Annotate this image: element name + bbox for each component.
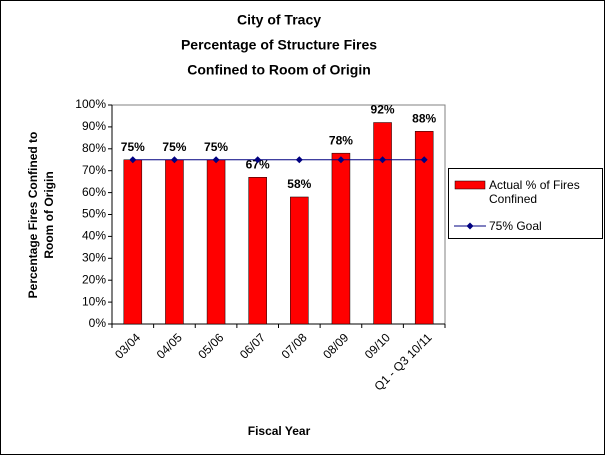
bar — [414, 131, 434, 325]
y-tick-label: 80% — [82, 141, 106, 155]
y-tick-label: 0% — [89, 316, 107, 330]
y-tick-label: 50% — [82, 207, 106, 221]
x-axis-label: Fiscal Year — [248, 424, 311, 438]
legend-swatch — [454, 222, 486, 230]
goal-marker — [254, 156, 262, 164]
bar — [123, 159, 143, 325]
goal-marker — [129, 156, 137, 164]
data-label: 67% — [246, 157, 270, 171]
data-label: 88% — [412, 111, 436, 125]
y-tick-label: 40% — [82, 229, 106, 243]
data-label: 75% — [204, 140, 228, 154]
y-tick-label: 100% — [75, 97, 106, 111]
chart-title: Confined to Room of Origin — [187, 62, 371, 78]
goal-marker — [170, 156, 178, 164]
y-tick-label: 20% — [82, 272, 106, 286]
legend-swatch-bar — [454, 180, 486, 190]
data-label: 58% — [287, 177, 311, 191]
goal-marker — [337, 156, 345, 164]
chart-title: City of Tracy — [237, 12, 321, 28]
y-tick-label: 90% — [82, 119, 106, 133]
plot-area — [111, 104, 446, 325]
y-tick-label: 60% — [82, 185, 106, 199]
bar — [206, 159, 226, 325]
goal-marker — [420, 156, 428, 164]
legend-label: Actual % of Fires Confined — [489, 178, 580, 206]
chart-title: Percentage of Structure Fires — [181, 37, 377, 53]
legend: Actual % of Fires Confined 75% Goal — [448, 168, 603, 239]
legend-swatch-marker — [466, 222, 474, 230]
data-label: 92% — [371, 103, 395, 117]
bar — [165, 159, 184, 325]
goal-marker — [212, 156, 220, 164]
bar — [290, 196, 309, 325]
goal-marker — [379, 156, 387, 164]
bar — [248, 177, 267, 325]
goal-marker — [295, 156, 303, 164]
y-axis-label: Percentage Fires Confined to — [26, 132, 40, 299]
bar — [331, 152, 351, 325]
y-tick-label: 30% — [82, 250, 106, 264]
legend-swatch — [454, 180, 486, 190]
data-label: 78% — [329, 133, 353, 147]
bar — [373, 122, 392, 325]
data-label: 75% — [121, 140, 145, 154]
y-tick-label: 70% — [82, 163, 106, 177]
data-label: 75% — [162, 140, 186, 154]
y-axis-label: Room of Origin — [42, 171, 56, 258]
y-tick-label: 10% — [82, 294, 106, 308]
legend-label: 75% Goal — [489, 219, 542, 233]
